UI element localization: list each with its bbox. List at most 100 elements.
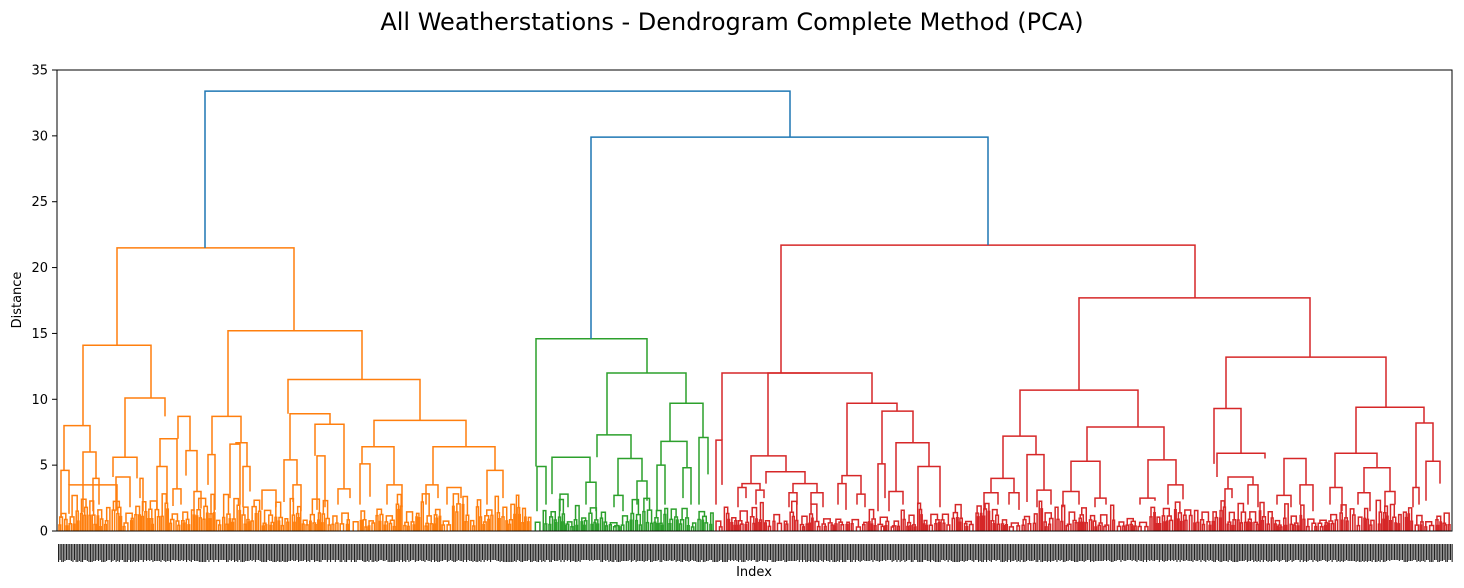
leaf-tick-label: [168, 544, 170, 561]
dendrogram-merge: [765, 470, 806, 484]
leaf-tick-label: [1110, 544, 1112, 562]
leaf-tick-label: [1210, 544, 1212, 560]
dendrogram-link: [1027, 522, 1032, 531]
y-tick-label: 35: [31, 64, 48, 79]
leaf-tick-label: [1195, 544, 1197, 561]
dendrogram-link: [103, 523, 108, 531]
dendrogram-link: [434, 508, 441, 517]
leaf-tick-label: [1366, 544, 1368, 562]
leaf-tick-label: [690, 544, 692, 561]
leaf-tick-label: [1434, 544, 1436, 560]
leaf-tick-label: [651, 544, 653, 562]
leaf-tick-label: [776, 544, 778, 561]
leaf-tick-label: [1394, 544, 1396, 560]
leaf-tick-label: [1450, 544, 1452, 560]
dendrogram-link: [801, 515, 808, 525]
dendrogram-link: [718, 526, 723, 531]
leaf-tick-label: [635, 544, 637, 562]
leaf-tick-label: [1328, 544, 1330, 561]
dendrogram-link: [752, 522, 756, 531]
dendrogram-link: [311, 498, 321, 515]
dendrogram-merge: [1283, 457, 1307, 496]
leaf-tick-label: [298, 544, 300, 562]
dendrogram-link: [182, 511, 189, 521]
leaf-tick-label: [938, 544, 940, 562]
dendrogram-link: [171, 513, 179, 522]
dendrogram-link: [305, 524, 309, 531]
dendrogram-link: [913, 526, 917, 531]
dendrogram-merge: [1062, 490, 1080, 508]
dendrogram-link: [331, 523, 335, 531]
leaf-tick-label: [1325, 544, 1327, 561]
dendrogram-link: [1060, 520, 1064, 531]
leaf-tick-label: [419, 544, 421, 560]
leaf-tick-label: [1254, 544, 1256, 561]
dendrogram-link: [758, 519, 763, 531]
dendrogram-link: [1375, 499, 1382, 531]
leaf-tick-label: [1282, 544, 1284, 560]
dendrogram-link: [215, 519, 221, 531]
dendrogram-link: [97, 509, 103, 520]
leaf-tick-label: [179, 544, 181, 561]
dendrogram-link: [690, 526, 695, 531]
leaf-tick-label: [523, 544, 525, 561]
dendrogram-link: [241, 514, 246, 531]
leaf-tick-label: [850, 544, 852, 562]
leaf-tick-label: [997, 544, 999, 560]
dendrogram-link: [1226, 523, 1230, 531]
leaf-tick-label: [1134, 544, 1136, 561]
leaf-tick-label: [1355, 544, 1357, 562]
dendrogram-link: [65, 525, 69, 531]
dendrogram-link: [1201, 511, 1210, 522]
dendrogram-merge: [386, 484, 403, 508]
leaf-tick-label: [232, 544, 234, 560]
dendrogram-link: [435, 517, 439, 531]
dendrogram-link: [269, 524, 273, 531]
leaf-tick-label: [1299, 544, 1301, 562]
leaf-tick-label: [1013, 544, 1015, 561]
leaf-tick-label: [811, 544, 813, 561]
leaf-tick-label: [973, 544, 975, 562]
leaf-tick-label: [1416, 544, 1418, 562]
leaf-tick-label: [1344, 544, 1346, 561]
leaf-tick-label: [118, 544, 120, 562]
leaf-tick-label: [854, 544, 856, 562]
leaf-tick-label: [285, 544, 287, 562]
dendrogram-link: [701, 519, 705, 531]
dendrogram-link: [1317, 522, 1323, 531]
leaf-tick-label: [926, 544, 928, 561]
dendrogram-link: [383, 524, 387, 531]
dendrogram-link: [1407, 513, 1411, 531]
dendrogram-link: [1158, 523, 1162, 531]
leaf-tick-label: [706, 544, 708, 561]
leaf-tick-label: [795, 544, 797, 561]
dendrogram-link: [1016, 525, 1021, 531]
leaf-tick-label: [1061, 544, 1063, 560]
leaf-tick-label: [253, 544, 255, 560]
dendrogram-link: [1236, 519, 1240, 531]
leaf-tick-label: [146, 544, 148, 561]
leaf-tick-label: [680, 544, 682, 562]
leaf-tick-label: [1379, 544, 1381, 562]
leaf-tick-label: [805, 544, 807, 562]
leaf-tick-label: [1314, 544, 1316, 560]
dendrogram-link: [681, 507, 688, 520]
dendrogram-link: [763, 522, 768, 531]
dendrogram-merge: [1224, 488, 1233, 508]
leaf-tick-label: [555, 544, 557, 561]
dendrogram-link: [367, 525, 371, 531]
dendrogram-link: [759, 501, 764, 531]
leaf-tick-label: [1202, 544, 1204, 560]
leaf-tick-label: [720, 544, 722, 560]
leaf-tick-label: [259, 544, 261, 561]
dendrogram-link: [581, 517, 587, 522]
dendrogram-link: [484, 514, 490, 523]
dendrogram-link: [327, 524, 331, 531]
dendrogram-link: [744, 523, 748, 531]
leaf-tick-label: [602, 544, 604, 562]
leaf-tick-label: [1293, 544, 1295, 561]
dendrogram-link: [745, 521, 750, 531]
leaf-tick-label: [1093, 544, 1095, 562]
dendrogram-link: [885, 520, 890, 531]
leaf-tick-label: [363, 544, 365, 562]
